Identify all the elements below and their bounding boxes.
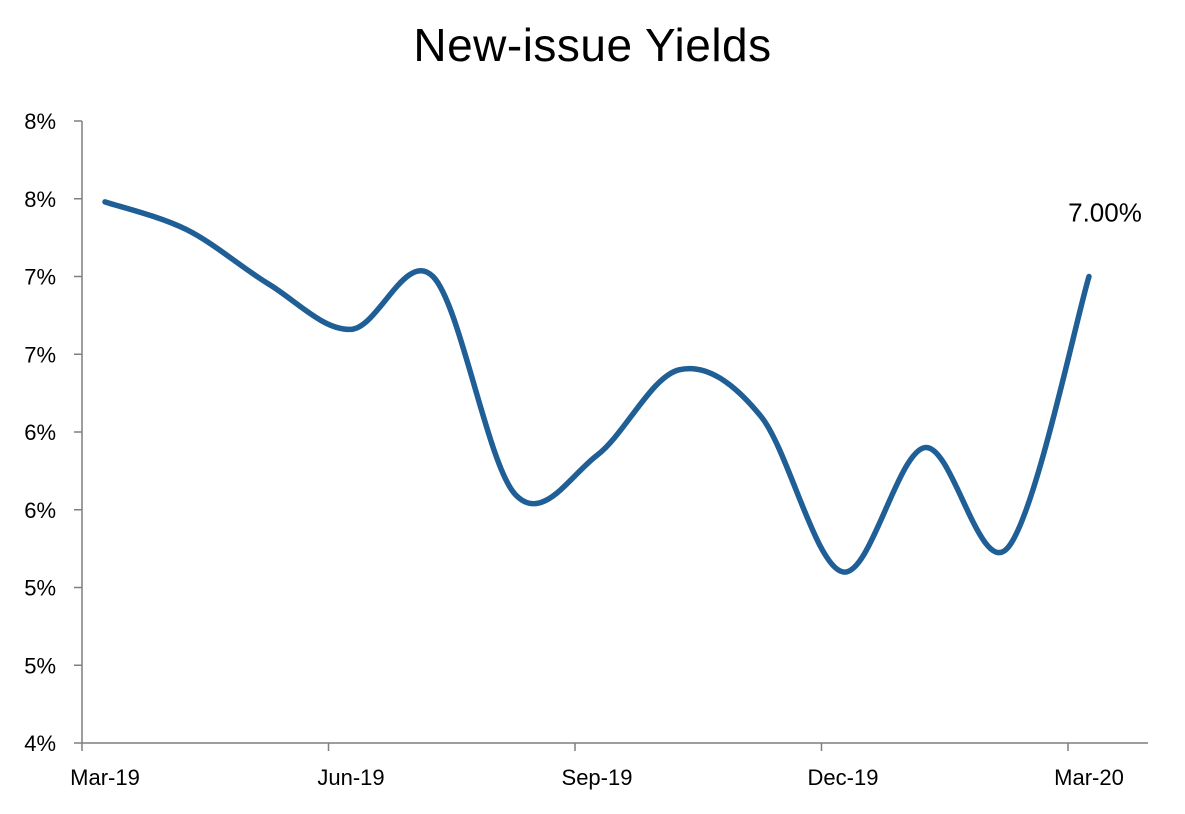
y-tick-label: 6% (24, 420, 56, 445)
y-tick-label: 7% (24, 265, 56, 290)
y-tick-label: 8% (24, 187, 56, 212)
y-tick-label: 5% (24, 653, 56, 678)
data-label: 7.00% (1068, 198, 1142, 228)
y-tick-label: 8% (24, 109, 56, 134)
series-line (102, 199, 1092, 575)
x-tick-label: Mar-19 (70, 765, 140, 790)
y-tick-label: 4% (24, 731, 56, 756)
y-tick-label: 5% (24, 576, 56, 601)
x-tick-label: Sep-19 (562, 765, 633, 790)
x-tick-label: Dec-19 (808, 765, 879, 790)
y-tick-label: 6% (24, 498, 56, 523)
x-tick-label: Mar-20 (1054, 765, 1124, 790)
y-tick-label: 7% (24, 342, 56, 367)
x-tick-label: Jun-19 (317, 765, 384, 790)
chart-title: New-issue Yields (413, 19, 772, 71)
